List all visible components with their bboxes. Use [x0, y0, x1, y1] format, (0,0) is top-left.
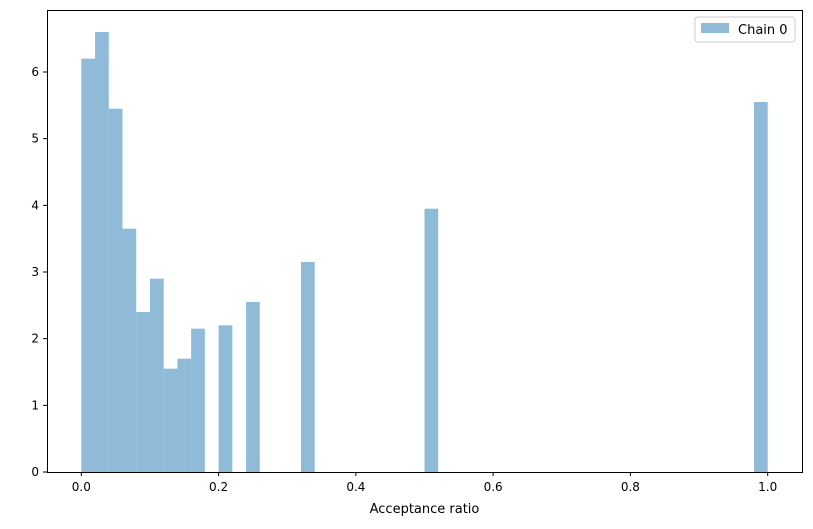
x-tick-label: 0.0 — [72, 480, 91, 494]
histogram-bar — [300, 262, 315, 472]
y-tick-label: 1 — [31, 398, 39, 412]
x-tick-label: 0.4 — [346, 480, 365, 494]
x-tick-label: 0.8 — [621, 480, 640, 494]
y-tick-label: 0 — [31, 465, 39, 479]
x-tick-label: 0.2 — [209, 480, 228, 494]
y-tick-label: 2 — [31, 332, 39, 346]
x-axis: 0.0 0.2 0.4 0.6 0.8 1.0 — [72, 472, 777, 494]
x-tick-label: 0.6 — [484, 480, 503, 494]
histogram-bar — [218, 325, 233, 472]
histogram-bar — [191, 328, 205, 472]
histogram-bar — [246, 302, 260, 472]
y-tick-label: 3 — [31, 265, 39, 279]
legend-swatch — [701, 23, 729, 33]
histogram-bar — [424, 208, 439, 472]
histogram-bar — [95, 32, 109, 472]
histogram-bar — [149, 278, 164, 472]
y-tick-label: 4 — [31, 198, 39, 212]
bars-layer — [81, 32, 768, 473]
y-tick-label: 5 — [31, 132, 39, 146]
legend-label: Chain 0 — [738, 23, 788, 38]
histogram-bar — [177, 358, 192, 472]
histogram-bar — [753, 102, 768, 472]
y-tick-label: 6 — [31, 65, 39, 79]
x-axis-label: Acceptance ratio — [370, 502, 480, 517]
histogram-bar — [136, 312, 150, 472]
histogram-bar — [163, 368, 178, 472]
histogram-bar — [122, 228, 137, 472]
x-tick-label: 1.0 — [758, 480, 777, 494]
plot-frame — [47, 10, 803, 473]
y-axis: 0 1 2 3 4 5 6 — [31, 65, 47, 479]
histogram-bar — [81, 58, 96, 473]
histogram-bar — [108, 108, 123, 473]
legend: Chain 0 — [694, 16, 796, 43]
